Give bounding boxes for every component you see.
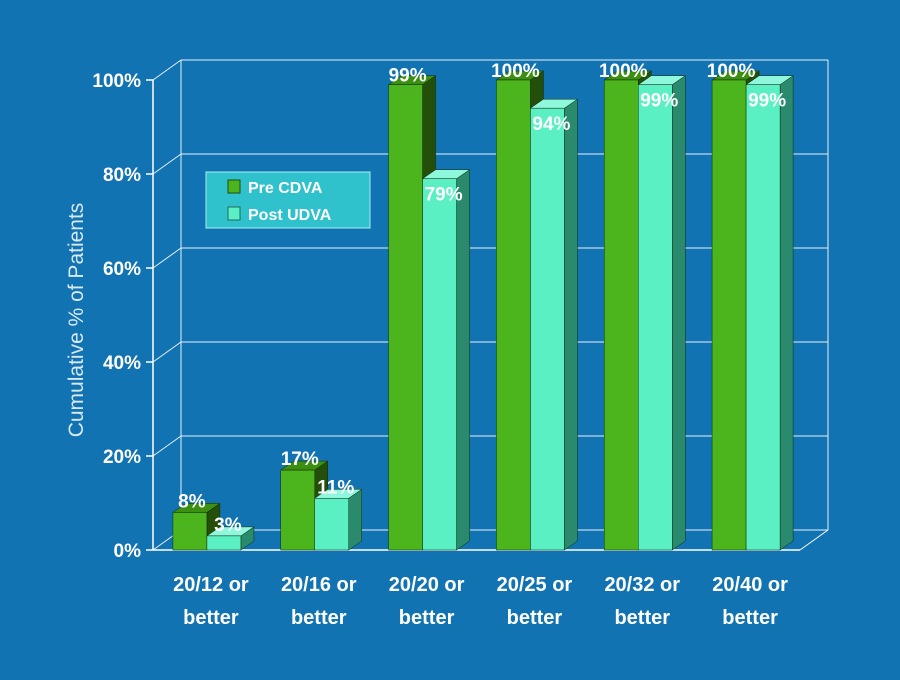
data-label: 99% — [389, 66, 427, 87]
legend-label-post-udva: Post UDVA — [248, 207, 332, 224]
bar-side — [348, 488, 362, 551]
y-tick-label: 60% — [103, 259, 141, 280]
x-tick-label: 20/40 or — [712, 574, 788, 596]
x-tick-label: 20/32 or — [604, 574, 680, 596]
data-label: 100% — [491, 61, 540, 82]
bar — [496, 79, 531, 551]
y-tick-label: 100% — [92, 71, 141, 92]
bar — [638, 84, 673, 551]
y-tick-label: 0% — [114, 541, 142, 562]
x-tick-label: better — [507, 607, 563, 629]
data-label: 11% — [317, 477, 354, 498]
x-tick-label: better — [614, 607, 670, 629]
data-label: 94% — [532, 114, 570, 135]
axis-layer: 0% 20% 40% 60% 80% 100% 20/12 or better 20/16 or… — [92, 71, 829, 629]
data-label: 8% — [178, 491, 206, 512]
bar — [172, 512, 208, 551]
x-tick-label: better — [722, 607, 778, 629]
data-label: 99% — [748, 91, 786, 112]
bar — [711, 79, 747, 551]
data-label: 79% — [425, 185, 463, 206]
x-tick-label: 20/20 or — [389, 574, 465, 596]
bars-layer — [172, 70, 794, 551]
bar — [388, 84, 423, 551]
y-tick-label: 80% — [103, 165, 141, 186]
floor-right-edge — [799, 529, 829, 551]
bar — [206, 535, 242, 551]
data-label: 99% — [640, 91, 678, 112]
labels-layer: 8% 3% 17% 11% 99% 79% 100% 94% 100% 99% 100% 99% — [178, 61, 786, 536]
x-tick-label: better — [291, 607, 347, 629]
bar — [530, 107, 565, 551]
y-tick-label: 40% — [103, 353, 141, 374]
x-tick-label: 20/16 or — [281, 574, 357, 596]
bar — [280, 469, 315, 551]
bar — [604, 79, 639, 551]
x-tick-label: 20/25 or — [497, 574, 573, 596]
bar-side — [779, 75, 794, 551]
gridline-depth — [152, 341, 182, 363]
legend: Pre CDVA Post UDVA — [205, 171, 371, 229]
gridline-depth — [152, 153, 182, 175]
gridline-depth — [152, 59, 182, 81]
bar — [422, 178, 457, 551]
data-label: 3% — [214, 515, 242, 536]
gridline-depth — [152, 247, 182, 269]
legend-swatch-pre-cdva — [227, 179, 241, 194]
bar-side — [456, 169, 470, 551]
legend-label-pre-cdva: Pre CDVA — [248, 180, 323, 197]
data-label: 17% — [281, 449, 319, 470]
x-tick-label: 20/12 or — [173, 574, 249, 596]
legend-swatch-post-udva — [227, 206, 241, 221]
data-label: 100% — [707, 61, 756, 82]
bar-side — [564, 98, 578, 551]
bar — [745, 84, 781, 551]
data-label: 100% — [599, 61, 648, 82]
bar-side — [672, 75, 686, 551]
gridline-depth — [152, 435, 182, 457]
x-tick-label: better — [183, 607, 239, 629]
y-tick-label: 20% — [103, 447, 141, 468]
y-axis-title: Cumulative % of Patients — [65, 203, 88, 438]
bar — [314, 498, 349, 551]
x-tick-label: better — [399, 607, 455, 629]
